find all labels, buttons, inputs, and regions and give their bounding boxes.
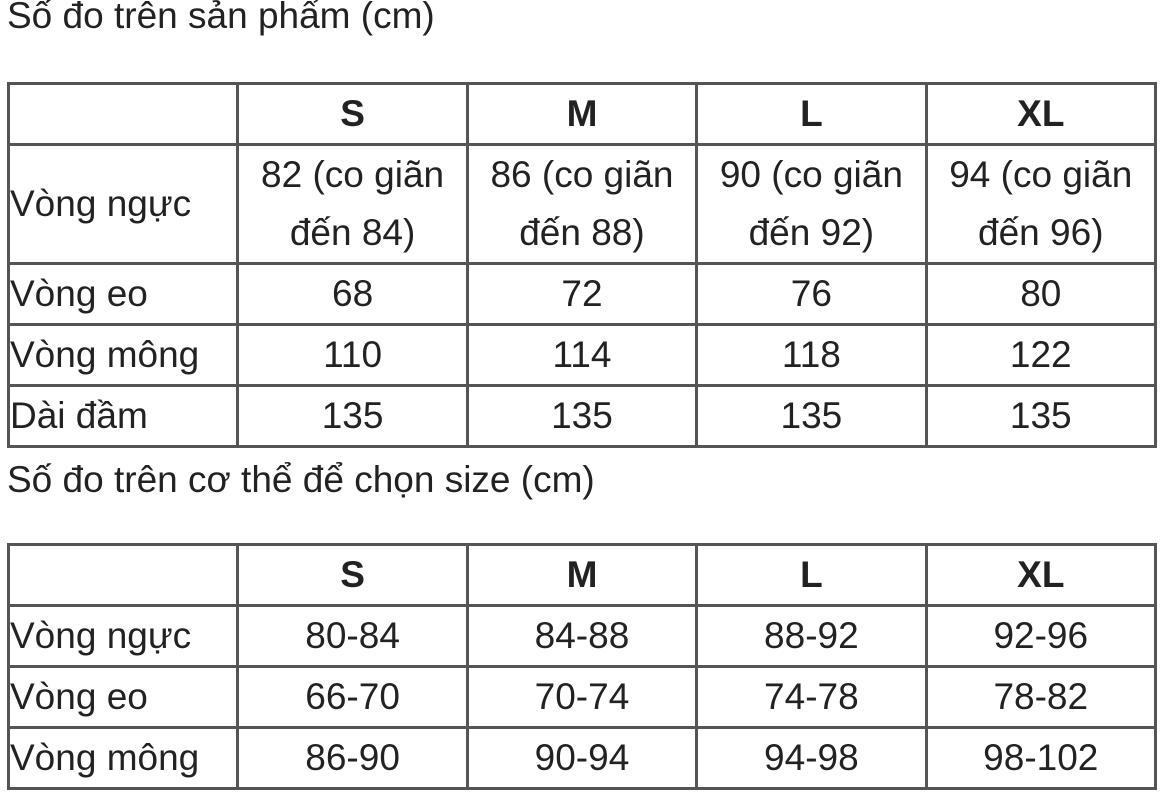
cell: 80 <box>924 262 1158 326</box>
column-header: XL <box>924 82 1158 146</box>
table-row: Vòng mông 86-90 90-94 94-98 98-102 <box>6 726 1158 790</box>
cell: 84-88 <box>465 604 699 668</box>
table-row: Vòng mông 110 114 118 122 <box>6 323 1158 387</box>
row-label: Dài đầm <box>6 384 240 448</box>
cell: 90-94 <box>465 726 699 790</box>
cell: 72 <box>465 262 699 326</box>
cell: 82 (co giãn đến 84) <box>236 143 469 265</box>
corner-cell <box>6 543 240 607</box>
size-table: S M L XL Vòng ngực 80-84 84-88 88-92 92-96 Vòng e… <box>6 543 1158 790</box>
column-header: S <box>236 543 469 607</box>
cell: 74-78 <box>695 665 928 729</box>
cell: 98-102 <box>924 726 1158 790</box>
cell: 66-70 <box>236 665 469 729</box>
cell: 86 (co giãn đến 88) <box>465 143 699 265</box>
cell: 78-82 <box>924 665 1158 729</box>
cell: 135 <box>695 384 928 448</box>
cell: 135 <box>924 384 1158 448</box>
row-label: Vòng eo <box>6 262 240 326</box>
table-row: Dài đầm 135 135 135 135 <box>6 384 1158 448</box>
table-row: Vòng ngực 82 (co giãn đến 84) 86 (co giãn … <box>6 143 1158 265</box>
section-title: Số đo trên cơ thể để chọn size (cm) <box>7 459 595 500</box>
table-row: Vòng eo 68 72 76 80 <box>6 262 1158 326</box>
column-header: XL <box>924 543 1158 607</box>
row-label: Vòng ngực <box>6 143 240 265</box>
cell: 94-98 <box>695 726 928 790</box>
section-title: Số đo trên sản phẩm (cm) <box>7 0 435 36</box>
cell: 76 <box>695 262 928 326</box>
cell: 90 (co giãn đến 92) <box>695 143 928 265</box>
column-header: M <box>465 82 699 146</box>
cell: 135 <box>236 384 469 448</box>
cell: 68 <box>236 262 469 326</box>
column-header: L <box>695 82 928 146</box>
column-header: S <box>236 82 469 146</box>
row-label: Vòng ngực <box>6 604 240 668</box>
cell: 80-84 <box>236 604 469 668</box>
cell: 92-96 <box>924 604 1158 668</box>
corner-cell <box>6 82 240 146</box>
size-table: S M L XL Vòng ngực 82 (co giãn đến 84) 86 (co … <box>6 82 1158 448</box>
cell: 110 <box>236 323 469 387</box>
cell: 70-74 <box>465 665 699 729</box>
cell: 118 <box>695 323 928 387</box>
cell: 94 (co giãn đến 96) <box>924 143 1158 265</box>
header-row: S M L XL <box>6 543 1158 607</box>
row-label: Vòng mông <box>6 726 240 790</box>
column-header: L <box>695 543 928 607</box>
cell: 86-90 <box>236 726 469 790</box>
row-label: Vòng mông <box>6 323 240 387</box>
cell: 122 <box>924 323 1158 387</box>
column-header: M <box>465 543 699 607</box>
cell: 88-92 <box>695 604 928 668</box>
table-row: Vòng eo 66-70 70-74 74-78 78-82 <box>6 665 1158 729</box>
cell: 114 <box>465 323 699 387</box>
header-row: S M L XL <box>6 82 1158 146</box>
table-row: Vòng ngực 80-84 84-88 88-92 92-96 <box>6 604 1158 668</box>
row-label: Vòng eo <box>6 665 240 729</box>
cell: 135 <box>465 384 699 448</box>
